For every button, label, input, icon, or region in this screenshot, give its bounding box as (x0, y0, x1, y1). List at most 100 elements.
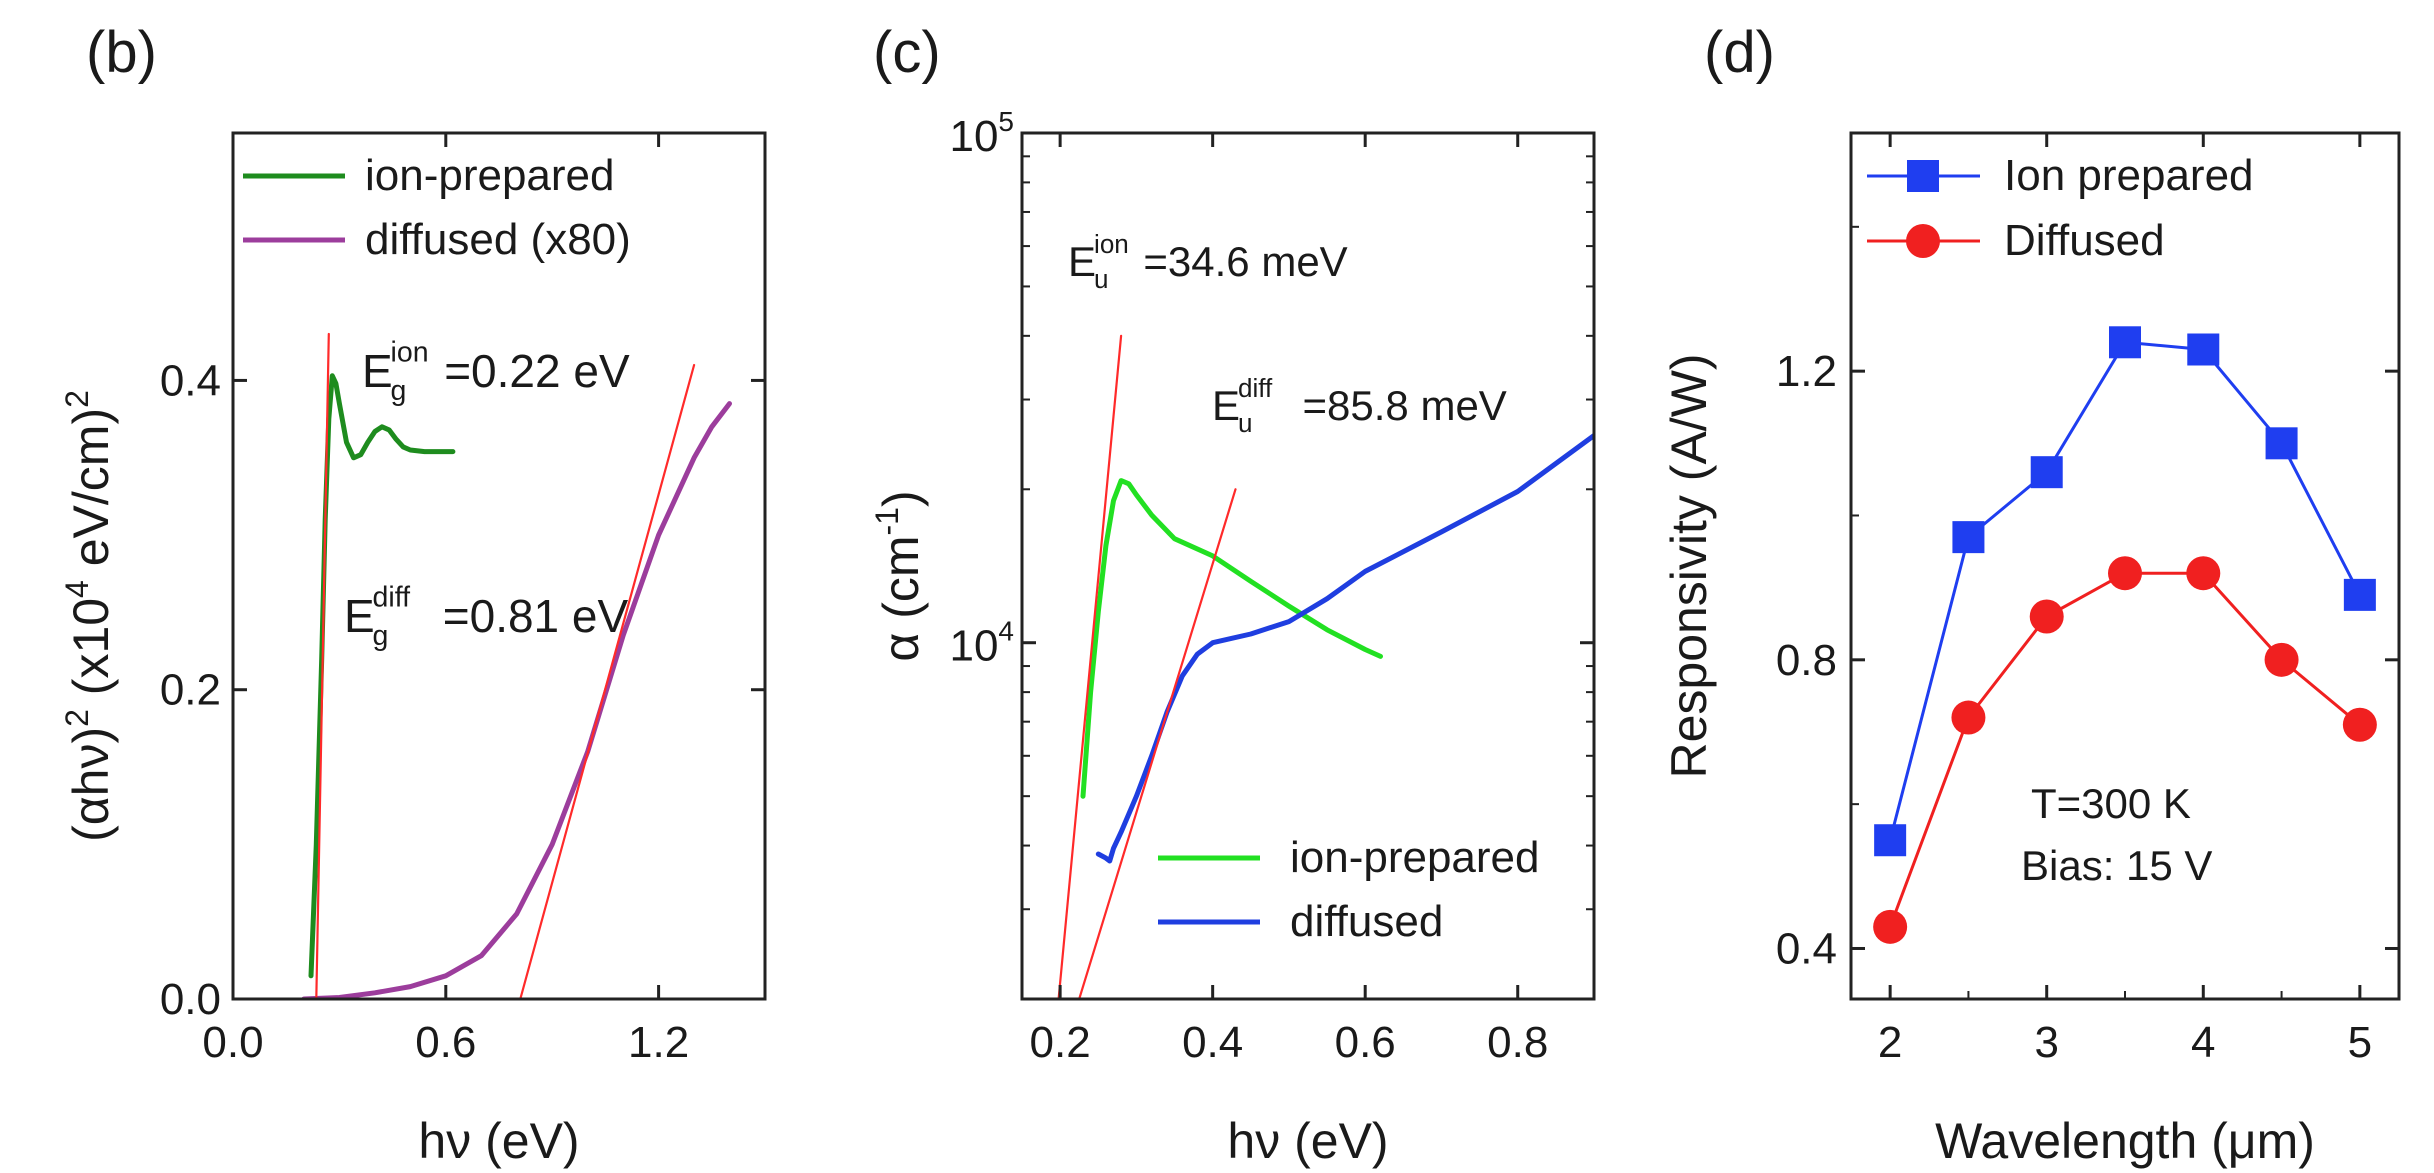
annotation-eg-diff: Eg diff =0.81 eV (344, 582, 629, 652)
panel-label-b: (b) (86, 20, 157, 85)
panel-d: (d) 2 3 4 5 0.4 0.8 1.2 Wavelength (μm) Responsiv… (1661, 20, 2401, 1169)
annotation-eg-diff-value: =0.81 eV (443, 590, 629, 642)
annotation-eu-diff-superscript: diff (1238, 373, 1273, 403)
plot-area-b (301, 332, 732, 999)
annotation-eu-diff-subscript: u (1238, 408, 1252, 438)
annotation-eg-diff-superscript: diff (373, 582, 411, 614)
y-label-part: (αhν) (63, 727, 119, 842)
axes-frame-c (1020, 131, 1596, 1001)
y-tick-label: 0.8 (1776, 636, 1837, 685)
y-axis-label: (αhν)2 (x104 eV/cm)2 (59, 390, 119, 842)
y-tick-label: 0.4 (160, 356, 221, 405)
x-tick-label: 0.8 (1487, 1018, 1548, 1067)
y-label-superscript: 4 (59, 580, 95, 598)
y-tick-exponent: 4 (998, 616, 1014, 647)
annotation-eu-diff-value: =85.8 meV (1303, 382, 1507, 429)
annotation-eu-ion-value: =34.6 meV (1143, 238, 1347, 285)
annotation-eu-ion-symbol: E (1068, 238, 1096, 285)
y-tick-base: 10 (949, 622, 998, 671)
series-line-ion-prepared (1080, 478, 1383, 799)
data-point-diffused (2108, 556, 2142, 591)
x-tick-label: 2 (1878, 1018, 1902, 1067)
legend-marker-diffused (1906, 224, 1940, 258)
annotation-eg-ion-superscript: ion (391, 337, 429, 369)
fit-line-1 (519, 363, 696, 999)
legend-label-diffused: diffused (x80) (365, 215, 631, 264)
data-point-ion-prepared (2109, 326, 2141, 359)
y-label-part: (x10 (63, 598, 119, 709)
data-point-diffused (2264, 642, 2299, 677)
y-label-part: ) (873, 490, 929, 507)
annotation-eu-ion: Eu ion =34.6 meV (1068, 229, 1348, 294)
plot-area-c (1057, 334, 1594, 999)
data-point-diffused (2029, 599, 2064, 634)
y-tick-label: 1.2 (1776, 347, 1837, 396)
annotation-eu-diff: Eu diff =85.8 meV (1212, 373, 1507, 438)
panel-label-c: (c) (873, 20, 941, 85)
x-tick-label: 0.2 (1030, 1018, 1091, 1067)
annotation-eg-diff-symbol: E (344, 590, 375, 642)
data-point-diffused (1951, 700, 1986, 735)
x-tick-label: 5 (2348, 1018, 2372, 1067)
fit-line-0 (315, 332, 330, 999)
annotation-temperature: T=300 K (2031, 780, 2191, 827)
data-point-diffused (1873, 909, 1908, 944)
legend-label-diffused: Diffused (2004, 216, 2165, 265)
x-axis-label: Wavelength (μm) (1935, 1113, 2315, 1169)
x-axis-label: hν (eV) (418, 1113, 579, 1169)
y-axis-label: α (cm-1) (869, 490, 929, 661)
fit-line-0 (1057, 334, 1123, 999)
legend-marker-ion-prepared (1907, 160, 1939, 192)
fit-line-1 (1078, 488, 1237, 999)
legend-label-ion-prepared: ion-prepared (1290, 833, 1540, 882)
data-point-ion-prepared (2187, 333, 2220, 366)
legend-label-diffused: diffused (1290, 897, 1443, 946)
data-point-diffused (2342, 707, 2377, 742)
y-label-superscript: 2 (59, 390, 95, 408)
y-tick-label: 0.0 (160, 975, 221, 1024)
annotation-eg-ion-symbol: E (362, 345, 393, 397)
legend-label-ion-prepared: Ion prepared (2004, 151, 2254, 200)
x-tick-label: 0.4 (1182, 1018, 1243, 1067)
x-tick-label: 4 (2191, 1018, 2215, 1067)
x-tick-label: 0.6 (1335, 1018, 1396, 1067)
annotation-bias: Bias: 15 V (2021, 842, 2212, 889)
series-line-diffused (301, 401, 732, 999)
annotation-eg-ion-subscript: g (391, 375, 407, 407)
data-point-ion-prepared (2030, 456, 2063, 489)
y-tick-label: 0.4 (1776, 924, 1837, 973)
y-label-superscript: 2 (59, 709, 95, 727)
y-tick-label: 105 (949, 106, 1014, 161)
data-point-ion-prepared (2265, 427, 2298, 460)
x-tick-label: 3 (2034, 1018, 2058, 1067)
x-tick-label: 0.0 (202, 1018, 263, 1067)
annotation-eu-diff-symbol: E (1212, 382, 1240, 429)
y-axis-label: Responsivity (A/W) (1661, 353, 1717, 778)
y-label-superscript: -1 (869, 507, 905, 535)
y-tick-label: 0.2 (160, 666, 221, 715)
data-point-ion-prepared (2343, 578, 2376, 611)
annotation-eu-ion-superscript: ion (1094, 229, 1129, 259)
x-tick-label: 1.2 (628, 1018, 689, 1067)
series-line-diffused (1095, 433, 1594, 864)
annotation-eg-ion: Eg ion =0.22 eV (362, 337, 630, 407)
annotation-eu-ion-subscript: u (1094, 264, 1108, 294)
panel-label-d: (d) (1704, 20, 1775, 85)
x-tick-label: 0.6 (415, 1018, 476, 1067)
x-axis-label: hν (eV) (1227, 1113, 1388, 1169)
panel-b: (b)0.0 0.6 1.20.00.20.4hν (eV)(αhν)2 (x104… (59, 20, 767, 1169)
y-tick-label: 104 (949, 616, 1014, 671)
series-line-ion-prepared (1888, 340, 2362, 842)
annotation-eg-diff-subscript: g (373, 620, 389, 652)
y-tick-base: 10 (949, 112, 998, 161)
series-line-ion-prepared (308, 373, 456, 979)
annotation-eg-ion-value: =0.22 eV (444, 345, 630, 397)
y-tick-exponent: 5 (998, 106, 1014, 137)
y-label-part: α (cm (873, 536, 929, 662)
axes-frame-b (231, 131, 767, 1001)
data-point-diffused (2186, 556, 2221, 591)
data-point-ion-prepared (1952, 521, 1985, 554)
y-label-part: eV/cm) (63, 408, 119, 580)
